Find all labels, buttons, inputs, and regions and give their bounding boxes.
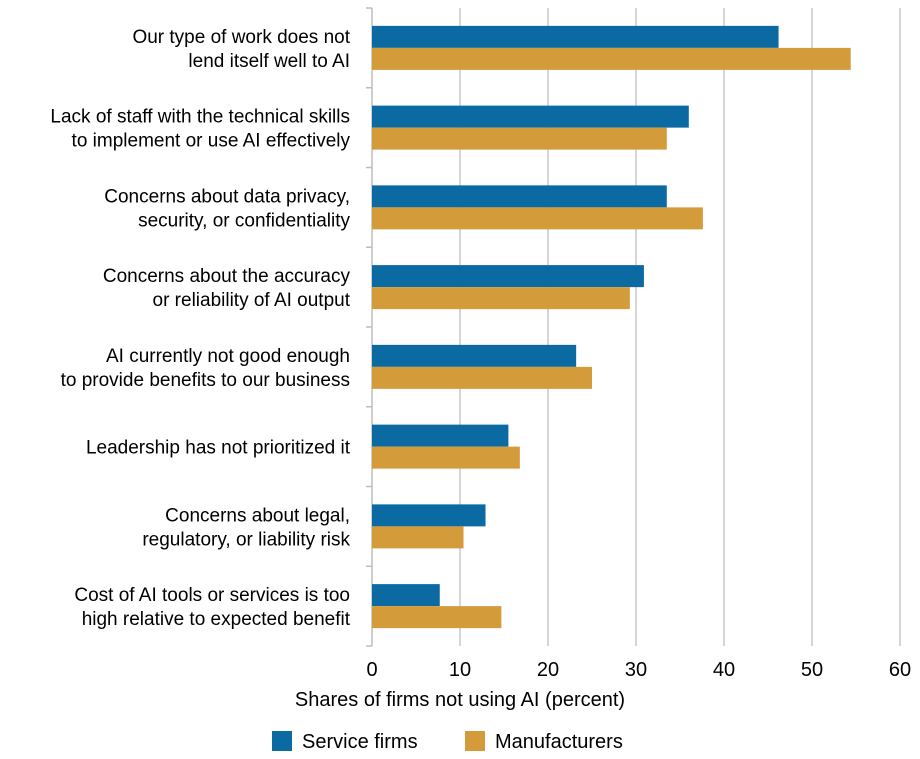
- x-axis-title: Shares of firms not using AI (percent): [295, 689, 625, 711]
- category-label: to implement or use AI effectively: [72, 131, 351, 152]
- bar-manufacturers: [372, 207, 703, 230]
- bars: [372, 25, 851, 629]
- category-labels: Our type of work does not lend itself wel…: [50, 27, 350, 630]
- legend-label: Manufacturers: [495, 731, 623, 753]
- category-label: Lack of staff with the technical skills: [50, 107, 350, 128]
- bar-service-firms: [372, 25, 779, 48]
- bar-service-firms: [372, 344, 577, 367]
- category-label: AI currently not good enough: [106, 346, 350, 367]
- bar-service-firms: [372, 185, 667, 208]
- category-label: Leadership has not prioritized it: [86, 438, 351, 459]
- bar-manufacturers: [372, 127, 667, 150]
- category-label: Cost of AI tools or services is too: [74, 585, 350, 606]
- bar-manufacturers: [372, 47, 851, 70]
- category-label: or reliability of AI output: [153, 290, 351, 311]
- bar-manufacturers: [372, 366, 592, 389]
- bar-manufacturers: [372, 526, 464, 549]
- bar-service-firms: [372, 584, 440, 607]
- bar-service-firms: [372, 105, 689, 128]
- x-tick-label: 20: [537, 659, 559, 681]
- category-label: Concerns about the accuracy: [103, 266, 351, 287]
- legend-label: Service firms: [302, 731, 418, 753]
- category-label: Concerns about data privacy,: [104, 186, 350, 207]
- category-label: Our type of work does not: [132, 27, 350, 48]
- bar-service-firms: [372, 424, 509, 447]
- category-label: regulatory, or liability risk: [142, 529, 350, 550]
- bar-service-firms: [372, 265, 644, 288]
- legend: Service firms Manufacturers: [272, 731, 623, 753]
- category-label: lend itself well to AI: [188, 51, 350, 72]
- bar-manufacturers: [372, 606, 502, 629]
- x-tick-label: 0: [366, 659, 377, 681]
- x-tick-label: 50: [801, 659, 823, 681]
- x-tick-label: 40: [713, 659, 735, 681]
- gridlines: [459, 8, 901, 646]
- x-tick-label: 60: [889, 659, 911, 681]
- legend-swatch: [272, 731, 292, 751]
- bar-manufacturers: [372, 287, 630, 310]
- x-tick-label: 10: [449, 659, 471, 681]
- bar-service-firms: [372, 504, 486, 527]
- x-tick-labels: 0 10 20 30 40 50 60: [366, 659, 911, 681]
- category-label: Concerns about legal,: [165, 505, 350, 526]
- category-label: high relative to expected benefit: [82, 609, 351, 630]
- bar-manufacturers: [372, 446, 520, 469]
- legend-swatch: [465, 731, 485, 751]
- category-label: security, or confidentiality: [138, 210, 350, 231]
- y-axis: [366, 7, 373, 647]
- category-label: to provide benefits to our business: [61, 370, 350, 391]
- x-tick-label: 30: [625, 659, 647, 681]
